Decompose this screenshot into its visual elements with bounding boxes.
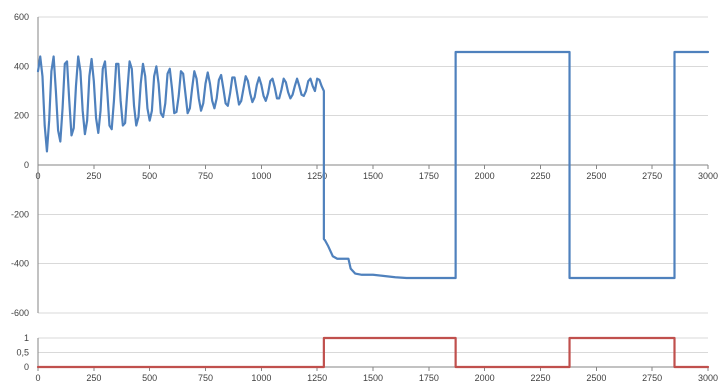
x-tick-label: 0 [35, 373, 40, 383]
y-tick-label: -400 [11, 259, 29, 269]
x-tick-label: 2750 [642, 373, 662, 383]
y-tick-label: 200 [14, 111, 29, 121]
x-tick-label: 2500 [586, 373, 606, 383]
x-tick-label: 1250 [307, 171, 327, 181]
y-tick-label: 0 [24, 362, 29, 372]
y-tick-label: 0 [24, 160, 29, 170]
x-tick-label: 2250 [530, 373, 550, 383]
y-tick-label: -200 [11, 209, 29, 219]
x-tick-label: 1250 [307, 373, 327, 383]
series-line-blue [36, 50, 710, 280]
x-tick-label: 750 [198, 373, 213, 383]
y-tick-label: 1 [24, 333, 29, 343]
x-tick-label: 0 [35, 171, 40, 181]
x-tick-label: 250 [86, 171, 101, 181]
x-tick-label: 750 [198, 171, 213, 181]
x-tick-label: 1750 [419, 171, 439, 181]
y-tick-label: -600 [11, 308, 29, 318]
y-tick-label: 0,5 [16, 348, 29, 358]
x-tick-label: 2500 [586, 171, 606, 181]
x-tick-label: 500 [142, 373, 157, 383]
x-tick-label: 3000 [698, 171, 718, 181]
x-tick-label: 1750 [419, 373, 439, 383]
x-tick-label: 2250 [530, 171, 550, 181]
x-tick-label: 1500 [363, 373, 383, 383]
x-tick-label: 2000 [475, 373, 495, 383]
x-tick-label: 1000 [251, 171, 271, 181]
x-tick-label: 2000 [475, 171, 495, 181]
x-tick-label: 1000 [251, 373, 271, 383]
x-tick-label: 500 [142, 171, 157, 181]
y-tick-label: 400 [14, 61, 29, 71]
x-tick-label: 250 [86, 373, 101, 383]
x-tick-label: 1500 [363, 171, 383, 181]
y-tick-label: 600 [14, 12, 29, 22]
x-tick-label: 2750 [642, 171, 662, 181]
x-tick-label: 3000 [698, 373, 718, 383]
series-line-red [36, 336, 710, 369]
